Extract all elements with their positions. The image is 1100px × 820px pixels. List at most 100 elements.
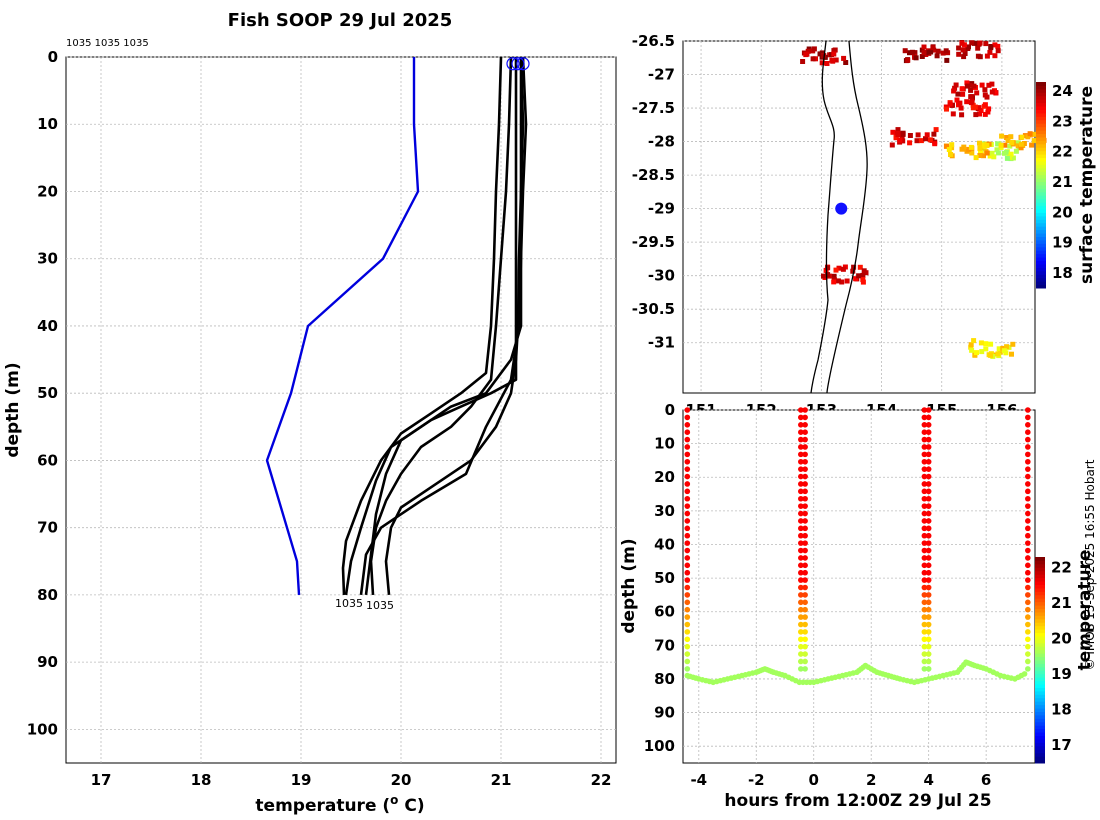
map-colorbar-segment — [1036, 112, 1046, 117]
section-colorbar-segment — [1035, 725, 1045, 730]
map-sst-cell — [861, 268, 867, 274]
profile-y-tick-label: 10 — [37, 115, 58, 133]
map-sst-cell — [930, 45, 936, 51]
map-colorbar-segment — [1036, 267, 1046, 272]
map-sst-cell — [811, 46, 817, 52]
section-data-point — [684, 629, 691, 635]
map-sst-cell — [944, 57, 950, 63]
section-colorbar-segment — [1035, 625, 1045, 630]
map-sst-cell — [907, 50, 912, 56]
section-data-point — [798, 599, 804, 606]
section-data-point — [921, 510, 928, 517]
section-colorbar-segment — [1035, 721, 1045, 726]
profile-cast-line — [369, 56, 513, 595]
map-sst-cell — [850, 268, 856, 274]
section-data-point — [684, 621, 691, 628]
map-sst-cell — [989, 81, 995, 87]
section-colorbar-segment — [1035, 646, 1045, 651]
map-sst-cell — [977, 54, 983, 60]
map-sst-cell — [989, 89, 995, 95]
section-data-point — [1025, 584, 1031, 591]
section-data-point — [925, 651, 932, 657]
section-colorbar-segment — [1035, 732, 1045, 737]
section-data-point — [798, 466, 804, 472]
section-data-point — [802, 481, 808, 487]
map-colorbar-tick-label: 24 — [1052, 82, 1073, 100]
map-sst-cell — [971, 338, 977, 344]
map-sst-cell — [1010, 341, 1016, 347]
map-colorbar-tick-label: 20 — [1052, 203, 1073, 221]
section-data-point — [921, 592, 928, 598]
section-data-point — [802, 407, 808, 413]
profile-surface-marker — [506, 57, 520, 71]
map-colorbar-segment — [1036, 116, 1046, 121]
map-coastline — [810, 40, 868, 394]
map-sst-cell — [984, 143, 990, 148]
map-y-tick-label: -29.5 — [632, 233, 675, 251]
section-data-point — [1025, 562, 1031, 569]
section-data-point — [798, 555, 804, 561]
map-colorbar-segment — [1036, 119, 1046, 124]
section-data-point — [921, 503, 928, 509]
map-sst-cell — [910, 49, 915, 55]
map-sst-cell — [900, 131, 906, 137]
section-data-point — [925, 636, 932, 643]
section-data-point — [684, 503, 691, 509]
section-data-point — [921, 444, 928, 450]
profile-axes-box — [65, 56, 617, 764]
section-data-point — [798, 577, 804, 583]
profile-y-tick-label: 40 — [37, 317, 58, 335]
section-data-point — [798, 636, 804, 643]
section-colorbar-label: temperature — [1075, 549, 1095, 670]
map-sst-cell — [953, 82, 959, 88]
map-sst-cell — [995, 351, 1001, 357]
map-sst-cell — [1008, 151, 1014, 157]
map-colorbar-segment — [1036, 257, 1046, 262]
section-data-point — [921, 488, 928, 495]
map-sst-cell — [923, 136, 928, 142]
map-sst-cell — [998, 142, 1004, 148]
map-colorbar-segment — [1036, 274, 1046, 279]
section-data-point — [798, 429, 804, 435]
map-colorbar-segment — [1036, 99, 1046, 104]
section-data-point — [921, 643, 928, 650]
section-colorbar-tick-label: 21 — [1051, 594, 1072, 612]
section-data-point — [925, 451, 932, 458]
section-data-point — [925, 666, 932, 672]
map-colorbar-segment — [1036, 88, 1046, 93]
section-colorbar-segment — [1035, 594, 1045, 599]
section-data-point — [921, 629, 928, 635]
section-colorbar-segment — [1035, 711, 1045, 716]
section-data-point — [1025, 458, 1031, 465]
map-sst-cell — [1004, 344, 1010, 350]
profile-cast-line — [341, 56, 503, 595]
map-sst-cell — [1018, 141, 1024, 147]
section-data-point — [925, 458, 932, 465]
section-data-point — [921, 458, 928, 465]
section-colorbar-segment — [1035, 759, 1045, 764]
map-sst-cell — [977, 40, 983, 46]
section-bottom-point — [1021, 671, 1028, 677]
section-data-point — [925, 577, 932, 583]
section-data-point — [921, 555, 928, 561]
map-sst-cell — [821, 273, 826, 279]
section-data-point — [1025, 547, 1031, 554]
section-data-point — [921, 614, 928, 620]
map-colorbar-segment — [1036, 263, 1046, 268]
map-colorbar-segment — [1036, 82, 1046, 86]
section-data-point — [921, 525, 928, 532]
map-sst-cell — [948, 152, 954, 157]
section-data-point — [925, 407, 932, 413]
map-colorbar-segment — [1036, 212, 1046, 217]
section-data-point — [802, 421, 808, 428]
section-colorbar-segment — [1035, 756, 1045, 761]
map-colorbar-segment — [1036, 136, 1046, 141]
section-y-tick-label: 100 — [644, 737, 675, 755]
section-data-point — [684, 466, 691, 472]
map-sst-cell — [943, 48, 949, 54]
map-sst-cell — [824, 61, 830, 66]
map-sst-cell — [995, 141, 1001, 147]
section-data-point — [1025, 421, 1031, 428]
section-data-point — [798, 518, 804, 524]
map-sst-cell — [982, 92, 988, 98]
